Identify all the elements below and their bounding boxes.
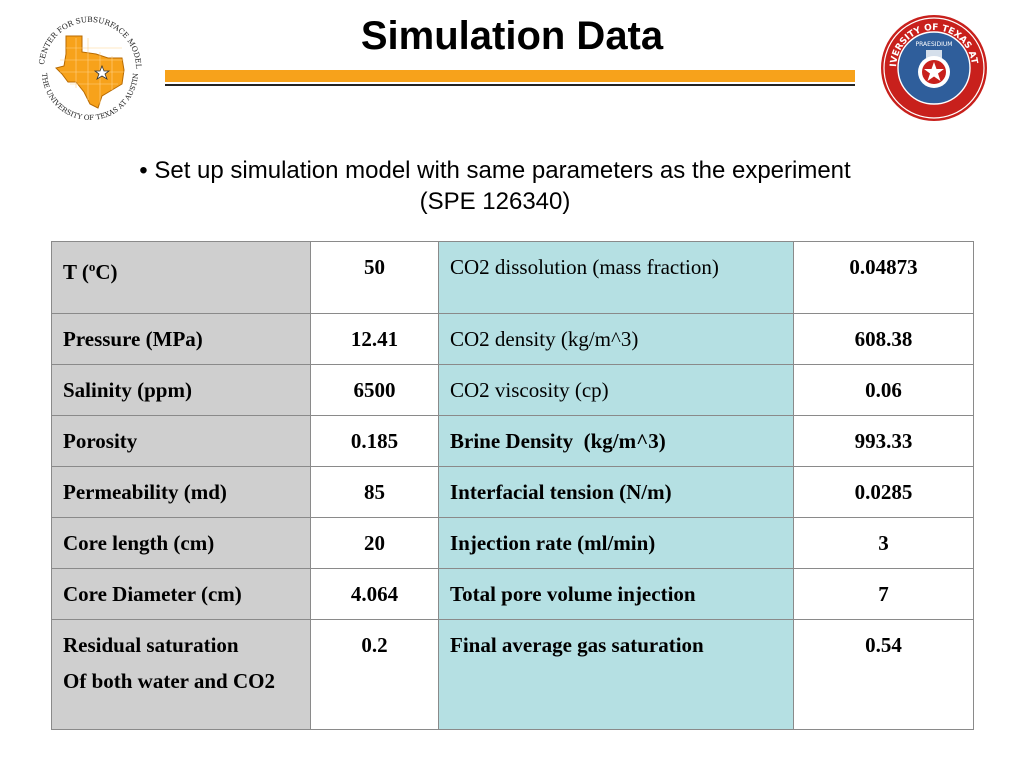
table-row: T (oC) 50 CO2 dissolution (mass fraction…: [51, 241, 974, 314]
csm-logo: THE CENTER FOR SUBSURFACE MODELING THE U…: [27, 1, 150, 128]
property-label: CO2 density (kg/m^3): [438, 313, 794, 365]
title-divider: [165, 84, 855, 86]
param-label: Pressure (MPa): [51, 313, 311, 365]
param-value: 0.185: [310, 415, 439, 467]
param-label: Core length (cm): [51, 517, 311, 569]
property-label: CO2 viscosity (cp): [438, 364, 794, 416]
param-value: 0.2: [310, 619, 439, 730]
property-value: 608.38: [793, 313, 974, 365]
property-label: Total pore volume injection: [438, 568, 794, 620]
param-value: 50: [310, 241, 439, 314]
property-value: 0.54: [793, 619, 974, 730]
property-value: 0.06: [793, 364, 974, 416]
table-row: Permeability (md) 85 Interfacial tension…: [51, 466, 974, 518]
table-row: Core length (cm) 20 Injection rate (ml/m…: [51, 517, 974, 569]
param-label-line-1: Residual saturation: [63, 633, 239, 657]
table-row: Salinity (ppm) 6500 CO2 viscosity (cp) 0…: [51, 364, 974, 416]
simulation-parameters-table: T (oC) 50 CO2 dissolution (mass fraction…: [51, 241, 974, 730]
property-value: 7: [793, 568, 974, 620]
university-seal-icon: THE UNIVERSITY OF TEXAS AT AUSTIN PRAESI…: [870, 5, 987, 121]
table-row: Residual saturation Of both water and CO…: [51, 619, 974, 730]
property-value: 3: [793, 517, 974, 569]
property-label: Interfacial tension (N/m): [438, 466, 794, 518]
param-value: 12.41: [310, 313, 439, 365]
svg-text:PRAESIDIUM: PRAESIDIUM: [916, 41, 953, 48]
param-value: 85: [310, 466, 439, 518]
param-label: T (oC): [51, 241, 311, 314]
page-title: Simulation Data: [360, 14, 664, 58]
param-label: Residual saturation Of both water and CO…: [51, 619, 311, 730]
table-row: Pressure (MPa) 12.41 CO2 density (kg/m^3…: [51, 313, 974, 365]
bullet-line-2: (SPE 126340): [419, 188, 571, 215]
param-label: Salinity (ppm): [51, 364, 311, 416]
title-accent-bar: [165, 70, 855, 82]
property-value: 993.33: [793, 415, 974, 467]
ut-seal-logo: THE UNIVERSITY OF TEXAS AT AUSTIN PRAESI…: [870, 5, 994, 122]
param-label: Core Diameter (cm): [51, 568, 311, 620]
table-row: Core Diameter (cm) 4.064 Total pore volu…: [51, 568, 974, 620]
property-value: 0.04873: [793, 241, 974, 314]
property-label: Injection rate (ml/min): [438, 517, 794, 569]
param-value: 6500: [310, 364, 439, 416]
param-label: Porosity: [51, 415, 311, 467]
texas-map-star-icon: THE CENTER FOR SUBSURFACE MODELING THE U…: [27, 1, 143, 122]
param-label-line-2: Of both water and CO2: [63, 669, 275, 693]
param-value: 20: [310, 517, 439, 569]
param-value: 4.064: [310, 568, 439, 620]
property-label: CO2 dissolution (mass fraction): [438, 241, 794, 314]
table-row: Porosity 0.185 Brine Density (kg/m^3) 99…: [51, 415, 974, 467]
property-label: Final average gas saturation: [438, 619, 794, 730]
property-label: Brine Density (kg/m^3): [438, 415, 794, 467]
property-value: 0.0285: [793, 466, 974, 518]
bullet-text: • Set up simulation model with same para…: [60, 155, 930, 217]
bullet-line-1: • Set up simulation model with same para…: [139, 157, 851, 184]
param-label: Permeability (md): [51, 466, 311, 518]
